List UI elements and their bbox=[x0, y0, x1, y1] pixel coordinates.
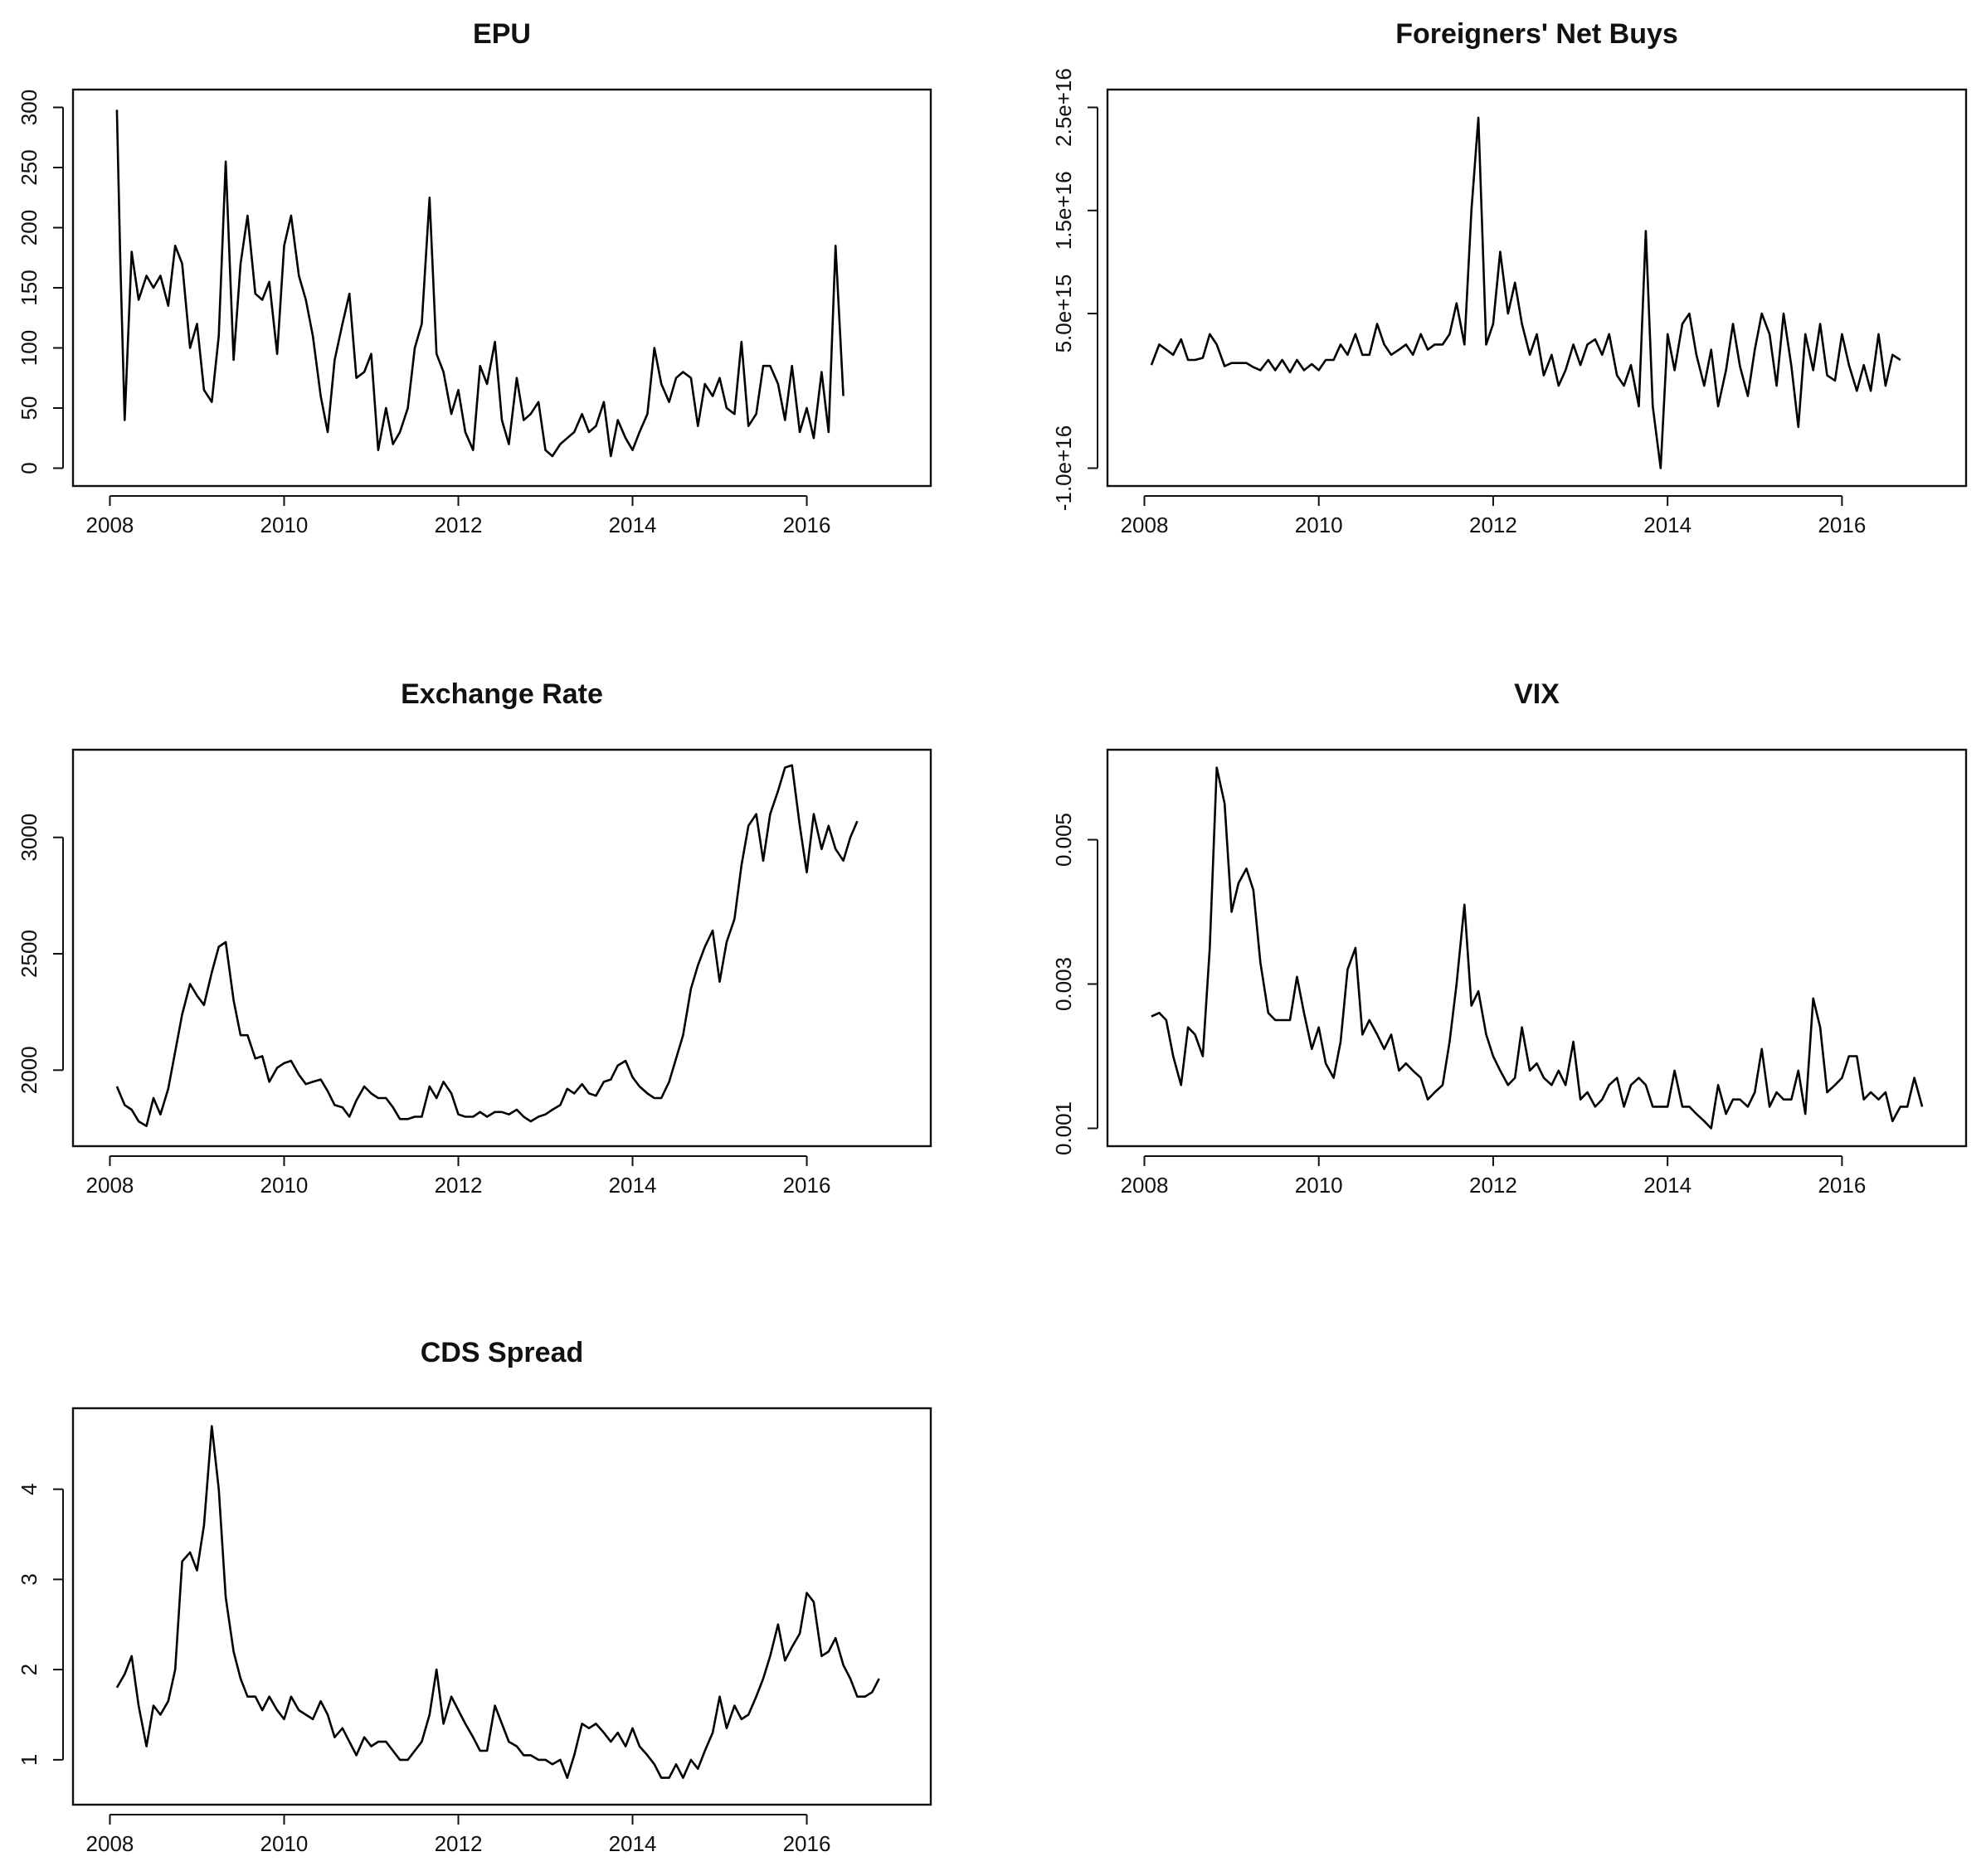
y-tick-label: 200 bbox=[17, 210, 41, 245]
plot-frame bbox=[71, 1407, 932, 1806]
y-tick-label: 150 bbox=[17, 270, 41, 305]
y-tick-label: 300 bbox=[17, 90, 41, 125]
y-tick-label: 0.005 bbox=[1051, 813, 1076, 867]
x-tick-label: 2014 bbox=[609, 1831, 657, 1856]
x-tick-label: 2012 bbox=[435, 1173, 483, 1198]
y-tick-label: 100 bbox=[17, 330, 41, 366]
y-tick-label: 5.0e+15 bbox=[1051, 275, 1076, 353]
x-tick-label: 2016 bbox=[783, 1173, 831, 1198]
plot-frame bbox=[1106, 748, 1968, 1148]
x-tick-label: 2014 bbox=[1643, 1173, 1692, 1198]
x-tick-label: 2014 bbox=[609, 1173, 657, 1198]
series-line bbox=[1150, 116, 1901, 469]
x-tick-label: 2012 bbox=[435, 1831, 483, 1856]
chart-title: Foreigners' Net Buys bbox=[1395, 18, 1678, 50]
y-tick-label: 1 bbox=[17, 1754, 41, 1766]
y-tick-label: 1.5e+16 bbox=[1051, 171, 1076, 250]
y-tick-label: 250 bbox=[17, 149, 41, 185]
x-tick-label: 2008 bbox=[1121, 1173, 1169, 1198]
x-tick-label: 2012 bbox=[1469, 1173, 1517, 1198]
chart-title: VIX bbox=[1514, 678, 1560, 710]
x-tick-label: 2014 bbox=[609, 513, 657, 537]
plot-frame bbox=[71, 748, 932, 1148]
y-tick-label: 50 bbox=[17, 396, 41, 420]
series-line bbox=[115, 109, 845, 458]
x-tick-label: 2010 bbox=[1295, 513, 1343, 537]
panel-cds-spread: CDS Spread 2008 2010 2012 2014 2016 1 2 3 4 bbox=[17, 1337, 932, 1856]
x-tick-label: 2008 bbox=[86, 513, 134, 537]
y-tick-label: 2500 bbox=[17, 930, 41, 978]
x-tick-label: 2008 bbox=[86, 1831, 134, 1856]
panel-epu: EPU 2008 2010 2012 2014 2016 0 50 100 150 200 250 30… bbox=[17, 18, 932, 537]
x-tick-label: 2016 bbox=[783, 1831, 831, 1856]
series-line bbox=[115, 1425, 880, 1779]
y-tick-label: 3000 bbox=[17, 814, 41, 862]
y-tick-label: 0.003 bbox=[1051, 957, 1076, 1011]
panel-foreigners-net-buys: Foreigners' Net Buys 2008 2010 2012 2014 2016… bbox=[1051, 18, 1968, 537]
x-tick-label: 2010 bbox=[1295, 1173, 1343, 1198]
x-tick-label: 2014 bbox=[1643, 513, 1692, 537]
y-tick-label: 3 bbox=[17, 1573, 41, 1585]
x-tick-label: 2010 bbox=[260, 1173, 309, 1198]
x-tick-label: 2008 bbox=[1121, 513, 1169, 537]
x-tick-label: 2016 bbox=[783, 513, 831, 537]
x-tick-label: 2012 bbox=[435, 513, 483, 537]
y-tick-label: 4 bbox=[17, 1483, 41, 1494]
chart-title: EPU bbox=[473, 18, 531, 50]
y-tick-label: 0.001 bbox=[1051, 1101, 1076, 1155]
series-line bbox=[1151, 766, 1924, 1130]
y-tick-label: 0 bbox=[17, 462, 41, 474]
chart-title: Exchange Rate bbox=[401, 678, 603, 710]
y-tick-label: 2 bbox=[17, 1664, 41, 1675]
x-tick-label: 2016 bbox=[1818, 513, 1866, 537]
x-tick-label: 2012 bbox=[1469, 513, 1517, 537]
x-tick-label: 2010 bbox=[260, 513, 309, 537]
x-tick-label: 2008 bbox=[86, 1173, 134, 1198]
chart-title: CDS Spread bbox=[421, 1337, 584, 1368]
panel-exchange-rate: Exchange Rate 2008 2010 2012 2014 2016 2000 250… bbox=[17, 678, 932, 1198]
series-line bbox=[115, 764, 859, 1127]
x-tick-label: 2010 bbox=[260, 1831, 309, 1856]
panel-vix: VIX 2008 2010 2012 2014 2016 0.001 0.003 0.005 bbox=[1051, 678, 1968, 1198]
y-tick-label: -1.0e+16 bbox=[1051, 425, 1076, 511]
y-tick-label: 2000 bbox=[17, 1046, 41, 1094]
x-tick-label: 2016 bbox=[1818, 1173, 1866, 1198]
plot-frame bbox=[1106, 88, 1968, 488]
plot-frame bbox=[71, 88, 932, 488]
y-tick-label: 2.5e+16 bbox=[1051, 68, 1076, 147]
